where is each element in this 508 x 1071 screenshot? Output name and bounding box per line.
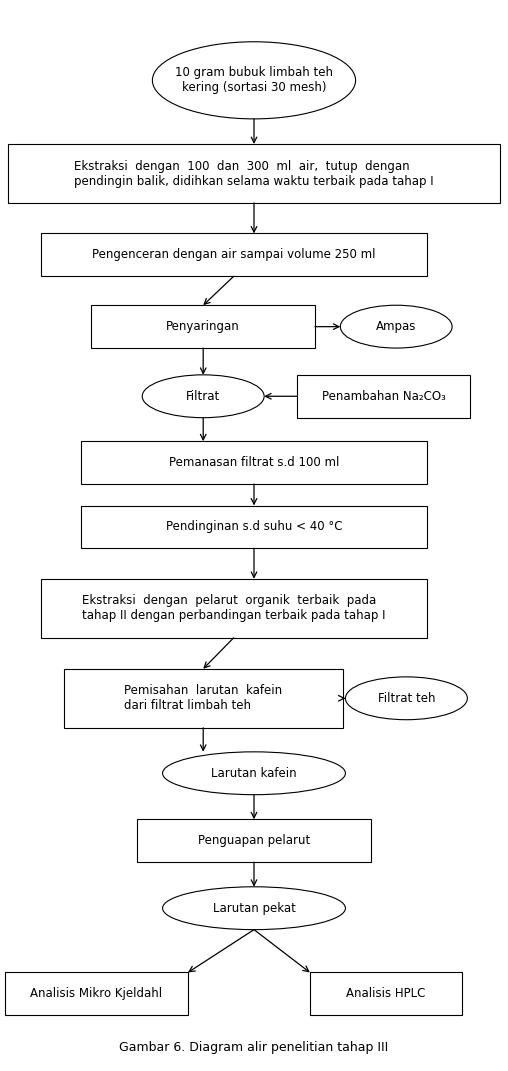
Text: Ampas: Ampas [376, 320, 417, 333]
FancyBboxPatch shape [81, 506, 427, 548]
Text: Analisis HPLC: Analisis HPLC [346, 987, 426, 1000]
FancyBboxPatch shape [64, 668, 343, 728]
Text: Ekstraksi  dengan  100  dan  300  ml  air,  tutup  dengan
pendingin balik, didih: Ekstraksi dengan 100 dan 300 ml air, tut… [74, 160, 434, 187]
Text: Larutan pekat: Larutan pekat [212, 902, 296, 915]
FancyBboxPatch shape [41, 578, 427, 637]
Text: Filtrat: Filtrat [186, 390, 220, 403]
Ellipse shape [142, 375, 264, 418]
FancyBboxPatch shape [137, 819, 371, 862]
FancyBboxPatch shape [41, 233, 427, 276]
FancyBboxPatch shape [297, 375, 470, 418]
Text: Gambar 6. Diagram alir penelitian tahap III: Gambar 6. Diagram alir penelitian tahap … [119, 1041, 389, 1054]
Text: Penguapan pelarut: Penguapan pelarut [198, 834, 310, 847]
Text: Larutan kafein: Larutan kafein [211, 767, 297, 780]
Text: Pengenceran dengan air sampai volume 250 ml: Pengenceran dengan air sampai volume 250… [92, 248, 375, 261]
Text: Pemanasan filtrat s.d 100 ml: Pemanasan filtrat s.d 100 ml [169, 456, 339, 469]
Text: 10 gram bubuk limbah teh
kering (sortasi 30 mesh): 10 gram bubuk limbah teh kering (sortasi… [175, 66, 333, 94]
FancyBboxPatch shape [8, 144, 500, 203]
Ellipse shape [163, 752, 345, 795]
FancyBboxPatch shape [91, 305, 315, 348]
Text: Filtrat teh: Filtrat teh [377, 692, 435, 705]
FancyBboxPatch shape [310, 972, 462, 1015]
Ellipse shape [152, 42, 356, 119]
Ellipse shape [345, 677, 467, 720]
Text: Analisis Mikro Kjeldahl: Analisis Mikro Kjeldahl [30, 987, 163, 1000]
Text: Penyaringan: Penyaringan [166, 320, 240, 333]
Text: Pemisahan  larutan  kafein
dari filtrat limbah teh: Pemisahan larutan kafein dari filtrat li… [124, 684, 282, 712]
Text: Penambahan Na₂CO₃: Penambahan Na₂CO₃ [322, 390, 446, 403]
Text: Ekstraksi  dengan  pelarut  organik  terbaik  pada
tahap II dengan perbandingan : Ekstraksi dengan pelarut organik terbaik… [82, 594, 386, 622]
FancyBboxPatch shape [5, 972, 188, 1015]
Ellipse shape [163, 887, 345, 930]
FancyBboxPatch shape [81, 441, 427, 484]
Text: Pendinginan s.d suhu < 40 °C: Pendinginan s.d suhu < 40 °C [166, 521, 342, 533]
Ellipse shape [340, 305, 452, 348]
